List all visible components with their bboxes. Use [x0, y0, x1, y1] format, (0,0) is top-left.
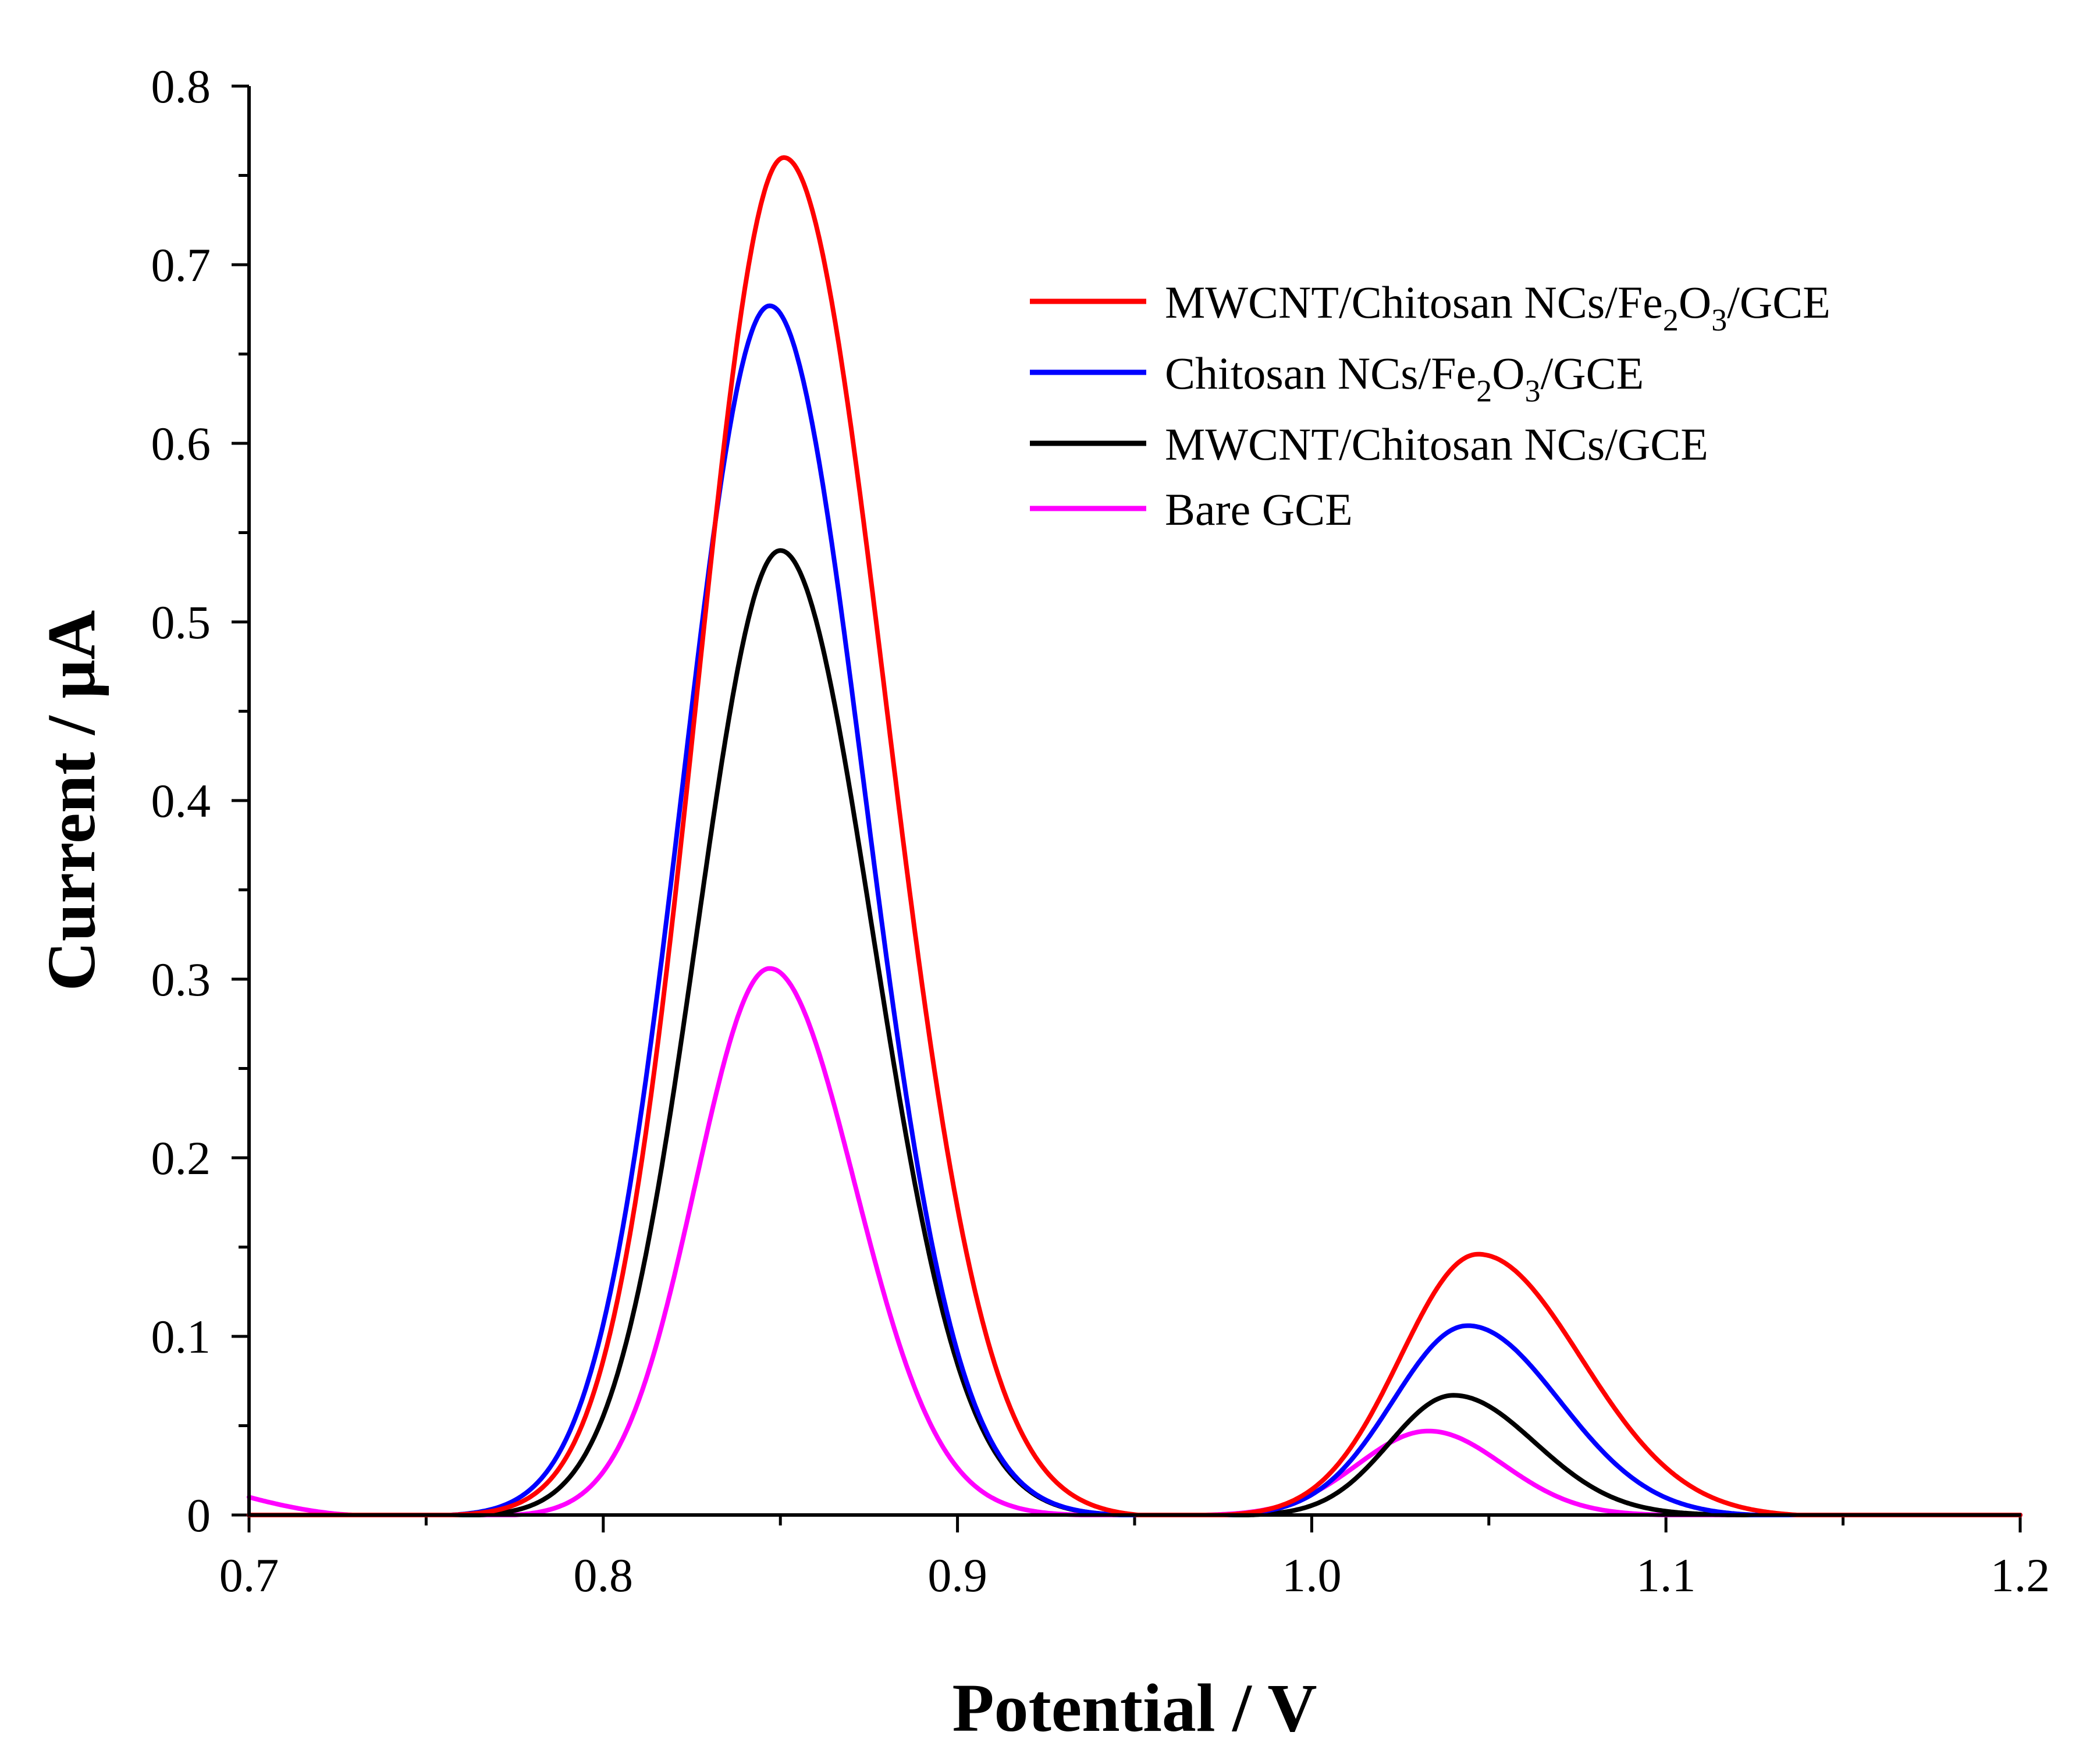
x-tick-label: 1.2 [1991, 1549, 2050, 1602]
x-tick-label: 0.8 [574, 1549, 634, 1602]
y-tick-label: 0.2 [151, 1132, 211, 1185]
x-axis-ticks: 0.7 0.8 0.9 1.0 1.1 1.2 [219, 1515, 2050, 1602]
y-axis-title: Current / μA [33, 610, 109, 991]
y-tick-label: 0.3 [151, 953, 211, 1006]
legend-label-2: MWCNT/Chitosan NCs/GCE [1165, 419, 1708, 470]
legend-part-s2: 3 [1525, 374, 1541, 408]
y-tick-label: 0.5 [151, 596, 211, 649]
legend-part-a: MWCNT/Chitosan NCs/Fe [1165, 277, 1663, 328]
x-tick-label: 1.0 [1282, 1549, 1342, 1602]
legend-part-b: O [1679, 277, 1711, 328]
legend-part-s2: 3 [1711, 303, 1727, 337]
y-tick-label: 0.7 [151, 239, 211, 291]
x-tick-label: 0.9 [927, 1549, 987, 1602]
y-tick-label: 0.1 [151, 1310, 211, 1363]
legend-part-a: MWCNT/Chitosan NCs/GCE [1165, 419, 1708, 470]
legend-part-b: O [1492, 348, 1524, 399]
legend-part-s1: 2 [1476, 374, 1492, 408]
y-tick-label: 0 [187, 1489, 211, 1542]
y-tick-label: 0.4 [151, 774, 211, 827]
y-axis-ticks: 0 0.1 0.2 0.3 0.4 0.5 0.6 0.7 0.8 [151, 60, 249, 1542]
legend-part-a: Bare GCE [1165, 484, 1353, 535]
x-axis-title: Potential / V [952, 1670, 1317, 1746]
legend-label-3: Bare GCE [1165, 484, 1353, 535]
legend-part-c: /GCE [1727, 277, 1830, 328]
x-tick-label: 0.7 [219, 1549, 279, 1602]
legend-part-s1: 2 [1663, 303, 1679, 337]
y-tick-label: 0.8 [151, 60, 211, 113]
legend-label-0: MWCNT/Chitosan NCs/Fe2O3/GCE [1165, 277, 1830, 337]
legend-part-c: /GCE [1541, 348, 1644, 399]
legend-part-a: Chitosan NCs/Fe [1165, 348, 1476, 399]
y-tick-label: 0.6 [151, 417, 211, 470]
x-tick-label: 1.1 [1636, 1549, 1696, 1602]
legend-label-1: Chitosan NCs/Fe2O3/GCE [1165, 348, 1644, 408]
